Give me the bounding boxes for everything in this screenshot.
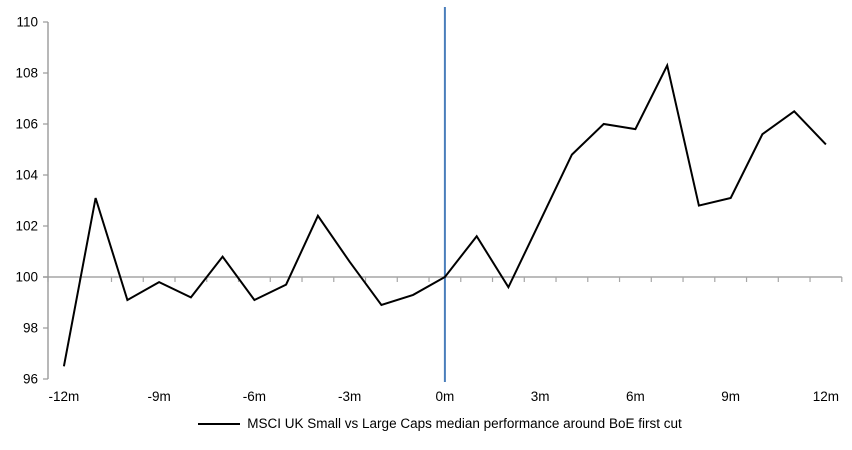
- legend-line-sample: [198, 422, 241, 425]
- legend-label: MSCI UK Small vs Large Caps median perfo…: [247, 416, 682, 431]
- y-axis-tick-label: 108: [15, 66, 38, 81]
- x-axis-tick-label: 6m: [626, 389, 645, 404]
- x-axis-tick-label: -3m: [338, 389, 361, 404]
- x-axis-tick-label: -12m: [48, 389, 79, 404]
- series-line: [62, 62, 827, 367]
- x-axis-tick-label: 9m: [721, 389, 740, 404]
- y-axis-tick-label: 102: [15, 219, 38, 234]
- x-axis-tick-label: -9m: [148, 389, 171, 404]
- y-axis-tick-label: 98: [23, 321, 38, 336]
- y-axis-tick-label: 106: [15, 117, 38, 132]
- chart-plot: 96 98 100 102 104 106 108 110 -12m -9m -6m -3m 0m 3m 6…: [15, 7, 843, 404]
- y-axis-tick-label: 110: [16, 15, 38, 30]
- x-axis-tick-label: 3m: [531, 389, 550, 404]
- y-axis-tick-label: 96: [23, 372, 38, 387]
- y-axis-tick-label: 104: [15, 168, 38, 183]
- x-axis-tick-label: -6m: [243, 389, 266, 404]
- y-axis-tick-label: 100: [15, 270, 38, 285]
- x-axis-tick-label: 12m: [813, 389, 839, 404]
- legend: MSCI UK Small vs Large Caps median perfo…: [0, 416, 852, 431]
- x-axis-tick-label: 0m: [436, 389, 455, 404]
